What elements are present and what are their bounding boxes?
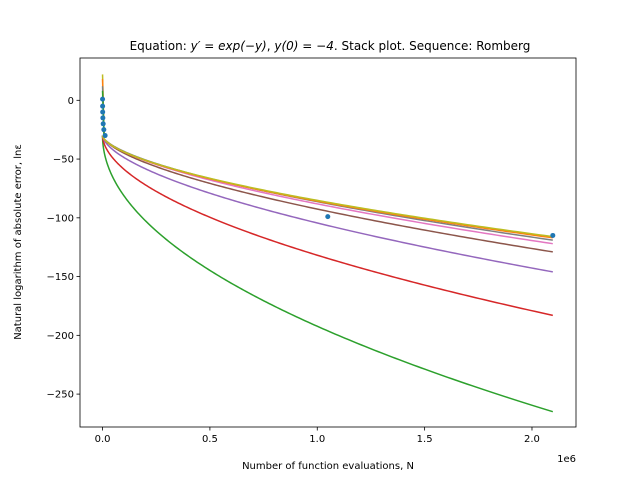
title-initial-condition: y(0) = −4: [273, 39, 333, 53]
data-point: [101, 127, 107, 133]
x-axis-ticks: 0.0 0.5 1.0 1.5 2.0: [95, 427, 540, 445]
x-tick-label: 1.0: [309, 434, 325, 445]
title-prefix: Equation:: [130, 39, 191, 53]
x-axis-offset-label: 1e6: [557, 454, 576, 465]
title-separator: ,: [267, 39, 275, 53]
title-equation: y′ = exp(−y): [190, 39, 267, 53]
y-tick-label: −50: [53, 155, 74, 166]
data-point: [325, 214, 331, 220]
series-line-8: [101, 135, 553, 238]
x-axis-label: Number of function evaluations, N: [242, 461, 414, 472]
data-point: [100, 103, 106, 109]
y-tick-label: −100: [47, 213, 74, 224]
y-tick-label: −200: [47, 331, 74, 342]
data-point: [100, 109, 106, 115]
data-point: [100, 115, 106, 121]
plot-area: [100, 74, 556, 413]
y-tick-label: −250: [47, 390, 74, 401]
title-suffix: . Stack plot. Sequence: Romberg: [334, 39, 531, 53]
axes-frame: [79, 57, 577, 428]
series-line-1: [101, 135, 554, 413]
y-axis-label: Natural logarithm of absolute error, lnε: [13, 144, 24, 340]
x-tick-label: 0.0: [95, 434, 111, 445]
x-tick-label: 0.5: [202, 434, 218, 445]
y-axis-ticks: 0 −50 −100 −150 −200 −250: [47, 96, 80, 401]
series-line-3: [101, 135, 553, 273]
y-tick-label: 0: [68, 96, 74, 107]
data-point: [550, 232, 556, 238]
data-point: [102, 133, 108, 139]
data-point: [100, 121, 106, 127]
y-tick-label: −150: [47, 272, 74, 283]
x-tick-label: 2.0: [524, 434, 540, 445]
x-tick-label: 1.5: [417, 434, 433, 445]
data-point: [100, 96, 106, 102]
series-line-2: [101, 135, 553, 317]
chart-title: Equation: y′ = exp(−y), y(0) = −4. Stack…: [130, 39, 531, 53]
